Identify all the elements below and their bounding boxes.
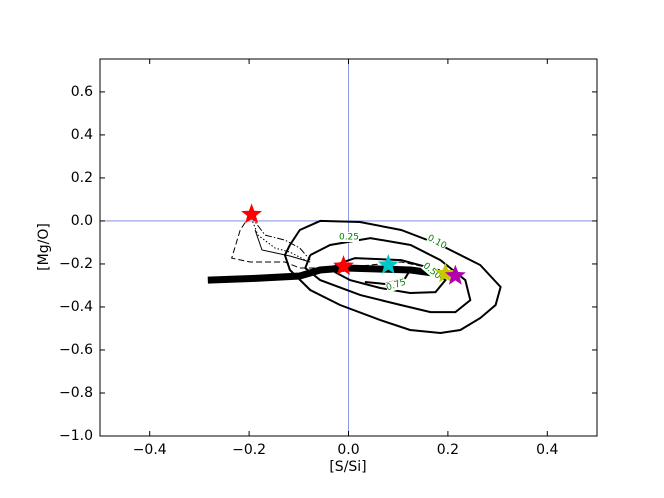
y-tick-label: −0.2 [59, 256, 93, 272]
x-tick-label: 0.0 [337, 442, 359, 458]
x-tick-label: 0.4 [536, 442, 558, 458]
y-tick-label: 0.0 [71, 213, 93, 229]
y-tick-label: 0.2 [71, 170, 93, 186]
track-line [249, 214, 306, 261]
track-line [207, 264, 446, 284]
contour-label-bg [384, 277, 408, 293]
y-tick-label: −1.0 [59, 428, 93, 444]
track-line [249, 214, 311, 261]
star-marker [444, 264, 466, 285]
x-tick-label: −0.2 [232, 442, 266, 458]
contour-line [283, 219, 502, 335]
contour-label-bg [425, 232, 449, 252]
x-axis-label: [S/Si] [329, 459, 366, 475]
contour-label: 0.10 [426, 233, 449, 251]
contour-label-bg [339, 232, 359, 242]
y-tick-label: 0.4 [71, 127, 93, 143]
plot-area: 0.100.250.500.75 [100, 59, 597, 436]
star-marker [377, 254, 399, 274]
contour-label: 0.25 [339, 233, 359, 243]
y-axis-label: [Mg/O] [36, 223, 52, 271]
y-tick-label: −0.6 [59, 342, 93, 358]
contour-line [304, 237, 472, 314]
x-tick-label: −0.4 [133, 442, 167, 458]
star-marker [241, 203, 262, 224]
contour-line [334, 257, 447, 295]
track-line [254, 229, 311, 263]
star-marker [333, 255, 354, 275]
contour-label-bg [421, 260, 443, 282]
y-tick-label: −0.8 [59, 385, 93, 401]
y-tick-label: −0.4 [59, 299, 93, 315]
y-tick-label: 0.6 [71, 84, 93, 100]
x-tick-label: 0.2 [437, 442, 459, 458]
